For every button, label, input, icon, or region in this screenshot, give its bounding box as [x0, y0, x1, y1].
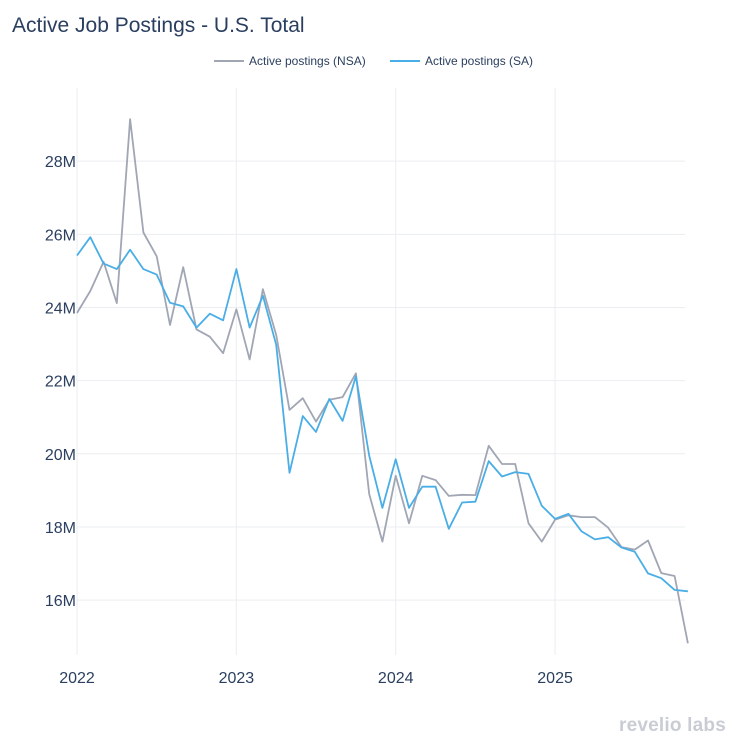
legend-label: Active postings (NSA) — [249, 54, 366, 68]
series-lines — [76, 118, 689, 644]
legend[interactable]: Active postings (NSA) Active postings (SA… — [214, 54, 533, 68]
x-tick-label: 2025 — [537, 670, 573, 687]
y-tick-label: 28M — [45, 154, 76, 171]
y-tick-label: 16M — [45, 593, 76, 610]
y-tick-label: 18M — [45, 520, 76, 537]
axis-ticks: 16M 18M 20M 22M 24M 26M 28M 2022 2023 2024 2025 — [45, 154, 573, 687]
series-line-sa[interactable] — [76, 236, 688, 593]
legend-label: Active postings (SA) — [425, 54, 533, 68]
grid-lines — [76, 88, 685, 655]
y-tick-label: 22M — [45, 374, 76, 391]
y-tick-label: 26M — [45, 227, 76, 244]
y-tick-label: 24M — [45, 300, 76, 317]
legend-item-nsa[interactable]: Active postings (NSA) — [214, 54, 366, 68]
series-line-nsa[interactable] — [76, 118, 689, 644]
x-tick-label: 2024 — [378, 670, 414, 687]
x-tick-label: 2022 — [59, 670, 95, 687]
legend-item-sa[interactable]: Active postings (SA) — [390, 54, 533, 68]
chart-title: Active Job Postings - U.S. Total — [12, 14, 305, 37]
x-tick-label: 2023 — [219, 670, 255, 687]
brand-watermark: revelio labs — [619, 715, 726, 736]
y-tick-label: 20M — [45, 447, 76, 464]
